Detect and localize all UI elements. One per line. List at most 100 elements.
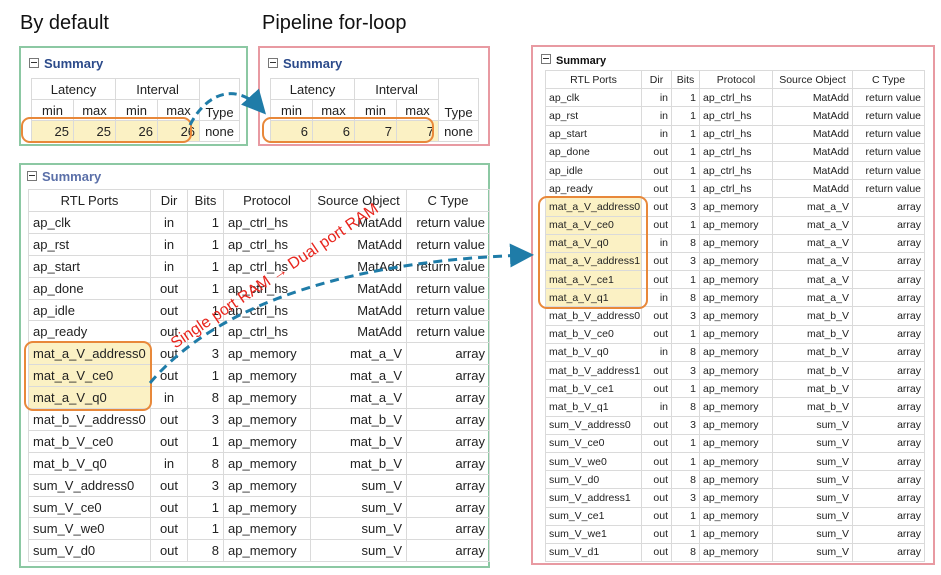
cell-dir: out <box>641 324 672 344</box>
cell-rtl-ports: mat_b_V_q1 <box>545 397 642 417</box>
cell-c-type: array <box>852 451 925 472</box>
collapse-icon[interactable] <box>268 58 278 68</box>
cell-bits: 8 <box>671 397 700 417</box>
summary-title[interactable]: Summary <box>29 56 103 71</box>
cell-dir: out <box>150 298 188 322</box>
cell-rtl-ports: ap_idle <box>28 298 151 322</box>
table-row: ap_start in 1 ap_ctrl_hs MatAdd return value <box>545 124 925 144</box>
column-header: Dir <box>641 69 672 90</box>
table-row: mat_a_V_q1 in 8 ap_memory mat_a_V array <box>545 288 925 308</box>
cell-protocol: ap_ctrl_hs <box>699 124 773 144</box>
cell-protocol: ap_memory <box>699 506 773 526</box>
cell-protocol: ap_memory <box>699 470 773 490</box>
cell-rtl-ports: mat_b_V_ce0 <box>545 324 642 344</box>
cell-rtl-ports: mat_b_V_ce0 <box>28 429 151 453</box>
latency-panel-default: Summary Latency Interval Type min max mi… <box>19 46 248 146</box>
cell-protocol: ap_ctrl_hs <box>699 179 773 199</box>
column-header: Source Object <box>772 69 853 90</box>
table-row: mat_a_V_address0 out 3 ap_memory mat_a_V arra… <box>28 342 490 366</box>
cell-rtl-ports: mat_a_V_address0 <box>28 342 151 366</box>
cell-c-type: array <box>406 364 490 388</box>
cell-source-object: sum_V <box>772 470 853 490</box>
table-row: mat_b_V_q1 in 8 ap_memory mat_b_V array <box>545 397 925 417</box>
interval-max-value: 7 <box>396 120 440 142</box>
cell-source-object: sum_V <box>772 524 853 544</box>
table-row: sum_V_address1 out 3 ap_memory sum_V array <box>545 488 925 508</box>
cell-c-type: return value <box>406 320 490 344</box>
cell-source-object: sum_V <box>310 473 407 497</box>
cell-source-object: MatAdd <box>310 320 407 344</box>
cell-c-type: array <box>852 288 925 308</box>
cell-c-type: array <box>852 542 925 563</box>
table-row: mat_b_V_address0 out 3 ap_memory mat_b_V arra… <box>545 306 925 326</box>
cell-rtl-ports: sum_V_address1 <box>545 488 642 508</box>
cell-protocol: ap_memory <box>699 306 773 326</box>
cell-source-object: sum_V <box>772 415 853 435</box>
collapse-icon[interactable] <box>27 171 37 181</box>
cell-source-object: sum_V <box>772 451 853 472</box>
cell-source-object: mat_b_V <box>772 306 853 326</box>
table-row: sum_V_ce0 out 1 ap_memory sum_V array <box>545 433 925 453</box>
cell-c-type: array <box>852 251 925 272</box>
summary-title[interactable]: Summary <box>268 56 342 71</box>
ports-panel-default: Summary RTL Ports Dir Bits Protocol Source O… <box>19 163 490 568</box>
cell-source-object: MatAdd <box>772 160 853 181</box>
cell-dir: out <box>150 320 188 344</box>
cell-dir: out <box>641 360 672 381</box>
cell-c-type: array <box>852 306 925 326</box>
cell-rtl-ports: sum_V_address0 <box>28 473 151 497</box>
cell-protocol: ap_ctrl_hs <box>699 88 773 108</box>
table-row: mat_a_V_ce1 out 1 ap_memory mat_a_V array <box>545 270 925 290</box>
cell-source-object: MatAdd <box>310 276 407 300</box>
collapse-icon[interactable] <box>29 58 39 68</box>
table-row: mat_a_V_q0 in 8 ap_memory mat_a_V array <box>28 386 490 410</box>
arrow-default-to-pipeline <box>188 88 267 126</box>
cell-bits: 3 <box>671 360 700 381</box>
cell-c-type: array <box>852 360 925 381</box>
min-header: min <box>31 99 74 121</box>
cell-source-object: MatAdd <box>772 106 853 126</box>
cell-source-object: mat_b_V <box>772 324 853 344</box>
cell-source-object: mat_b_V <box>310 451 407 475</box>
cell-source-object: sum_V <box>310 495 407 519</box>
table-row: sum_V_we1 out 1 ap_memory sum_V array <box>545 524 925 544</box>
cell-source-object: mat_b_V <box>310 429 407 453</box>
cell-source-object: mat_a_V <box>772 215 853 235</box>
cell-source-object: mat_a_V <box>310 386 407 410</box>
summary-title[interactable]: Summary <box>541 54 606 67</box>
arrow-single-to-dual <box>148 243 534 384</box>
column-header: Protocol <box>223 189 311 212</box>
column-header: Bits <box>671 69 700 90</box>
cell-rtl-ports: mat_a_V_q0 <box>28 386 151 410</box>
cell-c-type: array <box>406 408 490 431</box>
cell-dir: out <box>641 379 672 399</box>
cell-c-type: return value <box>852 106 925 126</box>
collapse-icon[interactable] <box>541 54 551 64</box>
cell-protocol: ap_ctrl_hs <box>223 254 311 278</box>
cell-protocol: ap_ctrl_hs <box>699 106 773 126</box>
interval-header: Interval <box>115 78 201 100</box>
cell-bits: 8 <box>187 539 224 563</box>
cell-protocol: ap_memory <box>223 364 311 388</box>
ports-panel-pipeline: Summary RTL Ports Dir Bits Protocol Source O… <box>531 45 935 565</box>
cell-dir: out <box>150 473 188 497</box>
summary-title[interactable]: Summary <box>27 169 101 184</box>
cell-protocol: ap_memory <box>223 495 311 519</box>
table-row: sum_V_we0 out 1 ap_memory sum_V array <box>545 451 925 472</box>
cell-bits: 1 <box>187 429 224 453</box>
table-row: ap_ready out 1 ap_ctrl_hs MatAdd return value <box>28 320 490 344</box>
cell-c-type: return value <box>406 232 490 256</box>
cell-protocol: ap_memory <box>699 451 773 472</box>
min-header: min <box>354 99 398 121</box>
cell-rtl-ports: mat_b_V_address0 <box>28 408 151 431</box>
latency-table-pipeline: Latency Interval Type min max min max 6 … <box>269 78 480 142</box>
cell-source-object: mat_b_V <box>772 342 853 363</box>
table-row: ap_clk in 1 ap_ctrl_hs MatAdd return value <box>545 88 925 108</box>
table-row: ap_idle out 1 ap_ctrl_hs MatAdd return value <box>28 298 490 322</box>
cell-rtl-ports: ap_done <box>28 276 151 300</box>
cell-source-object: MatAdd <box>772 88 853 108</box>
cell-c-type: array <box>852 470 925 490</box>
cell-source-object: sum_V <box>772 488 853 508</box>
cell-rtl-ports: sum_V_we0 <box>545 451 642 472</box>
cell-rtl-ports: mat_a_V_q1 <box>545 288 642 308</box>
